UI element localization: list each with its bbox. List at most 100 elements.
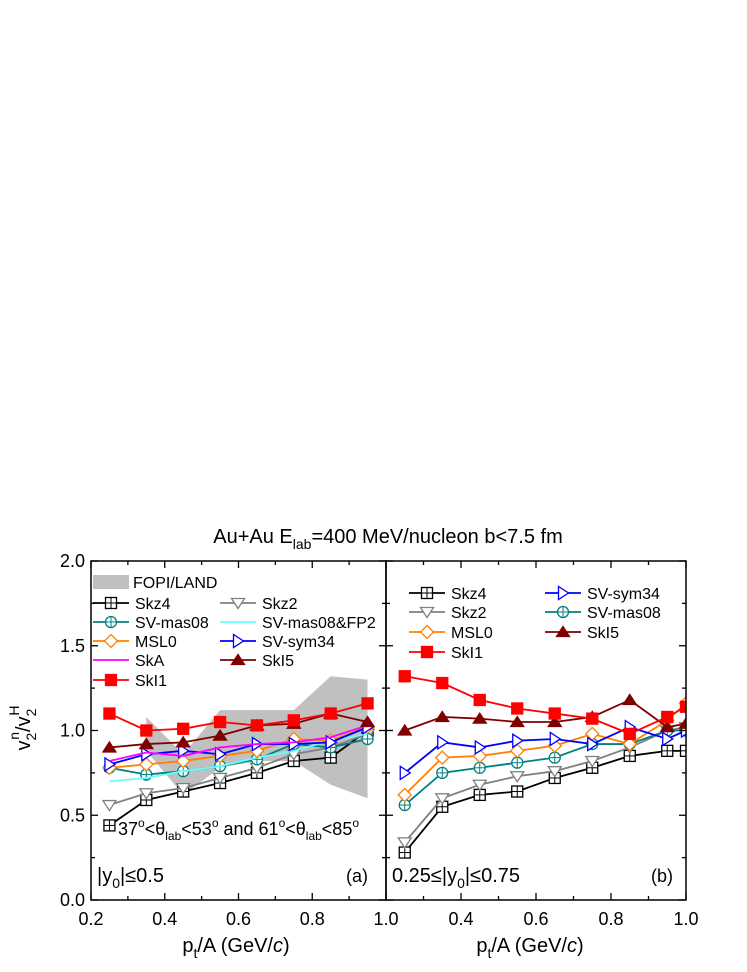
point-skz2-2 (472, 779, 488, 792)
legend-panel-a: FOPI/LAND Skz4 Skz2 SV-mas08 SV-mas08&FP2 MS… (93, 575, 376, 690)
legend-marker-sv-sym34 (232, 633, 245, 649)
legend-entry-ski1: SkI1 (409, 645, 483, 662)
point-ski5-0 (101, 740, 118, 753)
y-tick-label: 0.0 (60, 890, 85, 910)
legend-entry-ski5: SkI5 (220, 653, 294, 670)
point-ski1-1 (140, 724, 153, 737)
point-ski1-3 (511, 702, 524, 715)
legend-label-skz2: Skz2 (451, 605, 487, 622)
legend-marker-ski5 (230, 653, 246, 666)
point-sv-sym34-3 (512, 732, 524, 749)
legend-entry-sv-sym34: SV-sym34 (545, 585, 660, 603)
point-ski1-0 (398, 670, 411, 683)
point-ski5-4 (547, 715, 563, 728)
point-sv-sym34-3 (214, 746, 227, 762)
point-ski1-8 (679, 700, 686, 713)
point-skz2-3 (509, 771, 525, 783)
point-msl0-2 (175, 753, 191, 769)
chart-title: Au+Au Elab=400 MeV/nucleon b<7.5 fm (213, 526, 562, 552)
legend-entry-sv-mas08: SV-mas08 (545, 605, 661, 622)
point-ski5-3 (212, 728, 228, 741)
legend-marker-msl0 (419, 624, 435, 640)
panel-b-label: (b) (651, 866, 673, 886)
legend-entry-sv-mas08-fp2: SV-mas08&FP2 (220, 615, 376, 632)
series-ski5 (397, 693, 686, 736)
legend-entry-ski5: SkI5 (545, 625, 619, 642)
point-ski1-3 (213, 715, 227, 729)
point-skz2-4 (547, 766, 563, 778)
y-tick-label: 1.5 (60, 636, 85, 656)
point-skz2-5 (584, 755, 600, 768)
point-sv-sym34-2 (474, 739, 487, 756)
title-main: Au+Au E (213, 526, 293, 548)
legend-label-skz2: Skz2 (262, 596, 298, 613)
point-sv-sym34-2 (178, 743, 190, 759)
legend-label-ski1: SkI1 (135, 673, 167, 690)
point-ski5-1 (434, 710, 450, 723)
legend-panel-b: Skz4 Skz2 SV-mas08 MSL0 SV-sym34 SkI5 SkI1 (409, 585, 661, 662)
x-tick-label-b: 0.8 (598, 909, 623, 929)
legend-label-ska: SkA (135, 653, 165, 670)
line-ski5 (404, 698, 686, 732)
point-sv-sym34-0 (399, 765, 412, 781)
panel-b-plot (397, 670, 686, 859)
panel-a-label: (a) (346, 866, 368, 886)
line-sv-sym34 (404, 726, 686, 774)
point-ski1-1 (436, 676, 449, 690)
legend-label-skz4: Skz4 (451, 586, 487, 603)
point-sv-sym34-1 (437, 734, 449, 751)
legend-label-sv-sym34: SV-sym34 (587, 586, 660, 603)
panel-a-plot (101, 676, 376, 832)
legend-label-sv-sym34: SV-sym34 (262, 634, 335, 651)
x-tick-label-a: 1.0 (373, 909, 398, 929)
point-ski5-1 (138, 737, 155, 750)
point-sv-sym34-4 (549, 731, 562, 747)
point-msl0-1 (138, 756, 154, 772)
point-msl0-3 (509, 743, 525, 759)
point-ski1-7 (361, 697, 374, 710)
point-sv-sym34-5 (587, 736, 599, 752)
x-tick-label-a: 0.2 (78, 909, 103, 929)
point-ski5-3 (509, 715, 525, 728)
x-tick-label-b: 1.0 (673, 909, 698, 929)
x-tick-label-a: 0.6 (226, 909, 251, 929)
panel-b-y-cut: 0.25≤|y0|≤0.75 (392, 865, 520, 891)
legend-label-msl0: MSL0 (135, 634, 177, 651)
point-msl0-1 (434, 750, 450, 766)
legend-marker-ski1 (104, 673, 118, 687)
line-skz2 (404, 726, 686, 843)
legend-marker-msl0 (103, 633, 119, 649)
point-ski5-8 (678, 717, 686, 729)
x-tick-label-a: 0.8 (300, 909, 325, 929)
legend-entry-skz2: Skz2 (220, 596, 298, 613)
point-skz2-1 (138, 788, 155, 800)
title-rest: =400 MeV/nucleon b<7.5 fm (311, 526, 562, 548)
x-tick-label-b: 0.4 (448, 909, 473, 929)
point-skz2-0 (101, 799, 118, 812)
point-sv-sym34-7 (662, 731, 674, 747)
point-ski1-5 (287, 714, 300, 727)
legend-marker-sv-sym34 (557, 585, 570, 601)
legend-entry-msl0: MSL0 (409, 624, 493, 642)
panel-a-y-cut: |y0|≤0.5 (97, 865, 164, 891)
legend-label-ski5: SkI5 (587, 625, 619, 642)
legend-label-msl0: MSL0 (451, 625, 493, 642)
legend-entry-skz4: Skz4 (409, 586, 487, 603)
legend-marker-skz2 (230, 597, 246, 610)
x-tick-label-a: 0.4 (152, 909, 177, 929)
point-ski1-0 (103, 707, 116, 720)
point-msl0-6 (622, 736, 638, 752)
point-ski1-4 (250, 719, 264, 732)
title-sub: lab (293, 536, 312, 552)
legend-entry-skz4: Skz4 (93, 596, 171, 613)
legend-entry-sv-sym34: SV-sym34 (220, 633, 335, 651)
point-ski5-0 (397, 723, 413, 736)
legend-label-sv-mas08-fp2: SV-mas08&FP2 (262, 615, 376, 632)
point-ski1-2 (473, 693, 486, 707)
point-ski1-6 (623, 727, 636, 741)
axes-layer: 0.0 0.5 1.0 1.5 2.0 0.2 0.4 0.6 0.8 1.0 0.4 0.6 0.8 1… (60, 551, 699, 929)
legend-a-band-label: FOPI/LAND (133, 575, 217, 592)
legend-a-band-swatch (93, 575, 129, 589)
legend-entry-ski1: SkI1 (93, 673, 167, 690)
point-ski5-6 (622, 693, 638, 706)
